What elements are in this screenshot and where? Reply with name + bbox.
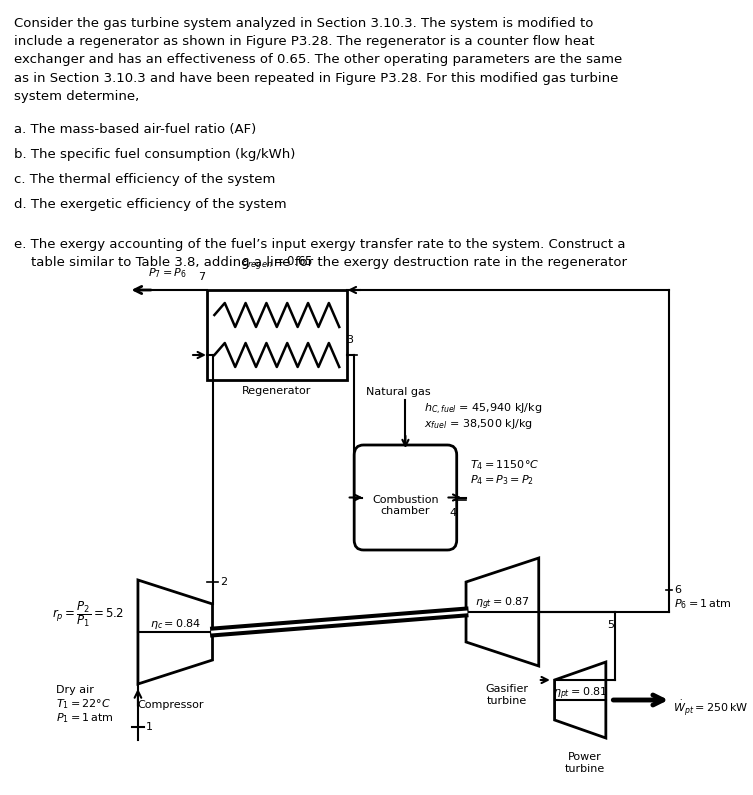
Text: Regenerator: Regenerator	[242, 386, 312, 396]
Text: Gasifier
turbine: Gasifier turbine	[486, 684, 529, 706]
Text: $x_{fuel}$ = 38,500 kJ/kg: $x_{fuel}$ = 38,500 kJ/kg	[424, 417, 533, 431]
Text: 7: 7	[198, 272, 205, 282]
Text: a. The mass-based air-fuel ratio (AF): a. The mass-based air-fuel ratio (AF)	[14, 123, 256, 136]
Text: Combustion
chamber: Combustion chamber	[372, 494, 439, 516]
Text: d. The exergetic efficiency of the system: d. The exergetic efficiency of the syste…	[14, 198, 287, 211]
Text: $P_1 = 1\,\mathrm{atm}$: $P_1 = 1\,\mathrm{atm}$	[56, 711, 114, 725]
Text: Consider the gas turbine system analyzed in Section 3.10.3. The system is modifi: Consider the gas turbine system analyzed…	[14, 17, 622, 103]
Text: Compressor: Compressor	[137, 700, 204, 710]
Text: $P_4 = P_3 = P_2$: $P_4 = P_3 = P_2$	[470, 474, 534, 487]
Text: $\eta_{gt} = 0.87$: $\eta_{gt} = 0.87$	[475, 595, 529, 612]
Text: 1: 1	[145, 722, 152, 732]
Text: $P_7 = P_6$: $P_7 = P_6$	[148, 266, 187, 280]
Text: b. The specific fuel consumption (kg/kWh): b. The specific fuel consumption (kg/kWh…	[14, 148, 295, 161]
Text: 4: 4	[450, 507, 456, 518]
Bar	[207, 290, 346, 380]
Text: $\varepsilon_{regen} = 0.65$: $\varepsilon_{regen} = 0.65$	[241, 254, 313, 270]
Text: c. The thermal efficiency of the system: c. The thermal efficiency of the system	[14, 173, 276, 186]
Text: 5: 5	[607, 620, 614, 630]
Text: $h_{C,fuel}$ = 45,940 kJ/kg: $h_{C,fuel}$ = 45,940 kJ/kg	[424, 402, 542, 417]
Text: $T_4 = 1150°C$: $T_4 = 1150°C$	[470, 459, 539, 472]
Text: 2: 2	[220, 577, 227, 587]
Text: $r_p = \dfrac{P_2}{P_1} = 5.2$: $r_p = \dfrac{P_2}{P_1} = 5.2$	[52, 599, 124, 629]
Text: Power
turbine: Power turbine	[565, 752, 605, 774]
Text: $\eta_c = 0.84$: $\eta_c = 0.84$	[150, 617, 201, 631]
Text: $T_1 = 22°C$: $T_1 = 22°C$	[56, 697, 111, 711]
Text: Dry air: Dry air	[56, 685, 94, 695]
Text: $\dot{W}_{pt} = 250\,\mathrm{kW}$: $\dot{W}_{pt} = 250\,\mathrm{kW}$	[673, 698, 748, 718]
Text: 6: 6	[674, 585, 681, 595]
Text: Natural gas: Natural gas	[366, 387, 430, 397]
Text: $P_6 = 1\,\mathrm{atm}$: $P_6 = 1\,\mathrm{atm}$	[674, 597, 731, 611]
Text: e. The exergy accounting of the fuel’s input exergy transfer rate to the system.: e. The exergy accounting of the fuel’s i…	[14, 238, 627, 269]
Text: 3: 3	[346, 335, 353, 345]
Text: $\eta_{pt} = 0.81$: $\eta_{pt} = 0.81$	[553, 686, 608, 702]
